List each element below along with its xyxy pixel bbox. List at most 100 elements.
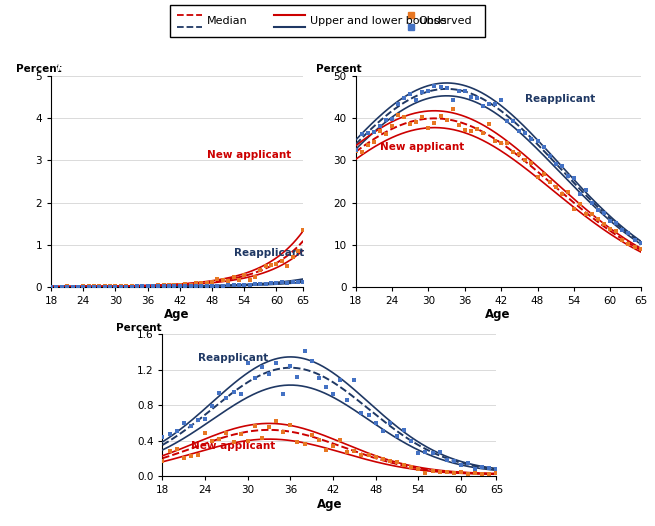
- Point: [200, 429, 210, 437]
- Point: [563, 171, 573, 180]
- Point: [411, 95, 422, 104]
- Point: [179, 419, 189, 427]
- Point: [271, 359, 282, 367]
- Point: [470, 465, 480, 473]
- Point: [587, 209, 597, 218]
- Point: [229, 438, 239, 446]
- Point: [234, 276, 244, 284]
- Point: [502, 139, 512, 147]
- Point: [484, 469, 495, 478]
- Point: [175, 280, 185, 289]
- Point: [375, 127, 385, 135]
- Point: [293, 278, 303, 286]
- Point: [255, 280, 265, 288]
- Point: [342, 396, 352, 404]
- Point: [393, 110, 403, 119]
- Point: [470, 469, 480, 477]
- Point: [502, 117, 512, 125]
- Point: [429, 119, 440, 128]
- Point: [257, 434, 267, 442]
- Point: [56, 282, 67, 291]
- Point: [387, 122, 398, 130]
- Point: [342, 448, 352, 457]
- Point: [239, 281, 250, 289]
- Point: [164, 281, 174, 289]
- Point: [83, 282, 94, 290]
- Point: [110, 282, 121, 290]
- Point: [185, 280, 196, 289]
- Point: [387, 115, 398, 123]
- Point: [148, 282, 159, 290]
- Point: [105, 282, 115, 291]
- Point: [563, 188, 573, 197]
- Point: [185, 282, 196, 291]
- Point: [282, 279, 292, 287]
- Point: [180, 280, 191, 288]
- Point: [264, 423, 274, 431]
- Point: [121, 282, 132, 291]
- Point: [484, 464, 495, 473]
- Point: [285, 421, 295, 429]
- Point: [282, 261, 292, 270]
- Point: [250, 373, 260, 382]
- Point: [453, 87, 464, 95]
- Point: [491, 465, 502, 473]
- Point: [371, 453, 381, 461]
- Point: [369, 138, 379, 146]
- Point: [328, 390, 338, 398]
- Point: [200, 414, 210, 423]
- Point: [420, 448, 430, 456]
- Point: [314, 374, 324, 382]
- Point: [285, 362, 295, 370]
- Point: [257, 363, 267, 371]
- Point: [423, 124, 434, 133]
- Point: [244, 281, 255, 289]
- Point: [56, 282, 67, 291]
- Point: [250, 272, 260, 281]
- Point: [266, 261, 276, 269]
- Point: [496, 139, 506, 147]
- Point: [550, 183, 561, 191]
- Point: [460, 87, 470, 95]
- Point: [239, 271, 250, 280]
- Point: [78, 282, 88, 290]
- Point: [214, 435, 225, 443]
- Point: [356, 451, 367, 459]
- Point: [46, 282, 56, 291]
- Point: [413, 449, 424, 457]
- Point: [110, 282, 121, 291]
- Point: [223, 277, 233, 285]
- Point: [255, 266, 265, 274]
- Point: [456, 461, 466, 470]
- Point: [420, 469, 430, 477]
- Point: [250, 280, 260, 288]
- Point: [434, 468, 445, 476]
- Point: [364, 410, 374, 419]
- Point: [307, 431, 317, 439]
- Point: [94, 282, 105, 291]
- Point: [207, 281, 217, 290]
- Point: [399, 94, 409, 102]
- Point: [436, 83, 446, 91]
- Point: [126, 282, 137, 291]
- Point: [202, 278, 212, 287]
- Point: [356, 148, 367, 156]
- Point: [67, 282, 78, 291]
- Point: [221, 393, 232, 402]
- Point: [526, 135, 536, 144]
- Point: [242, 437, 253, 446]
- Point: [384, 419, 395, 428]
- Point: [335, 376, 345, 385]
- Point: [207, 278, 217, 287]
- Point: [278, 428, 288, 436]
- Point: [449, 457, 459, 466]
- Point: [429, 82, 440, 90]
- Text: Percent: Percent: [316, 64, 362, 74]
- Point: [363, 141, 373, 149]
- Point: [126, 282, 137, 290]
- Point: [185, 452, 196, 460]
- Point: [148, 282, 159, 291]
- Point: [193, 451, 203, 460]
- Point: [321, 446, 331, 454]
- Point: [377, 427, 388, 435]
